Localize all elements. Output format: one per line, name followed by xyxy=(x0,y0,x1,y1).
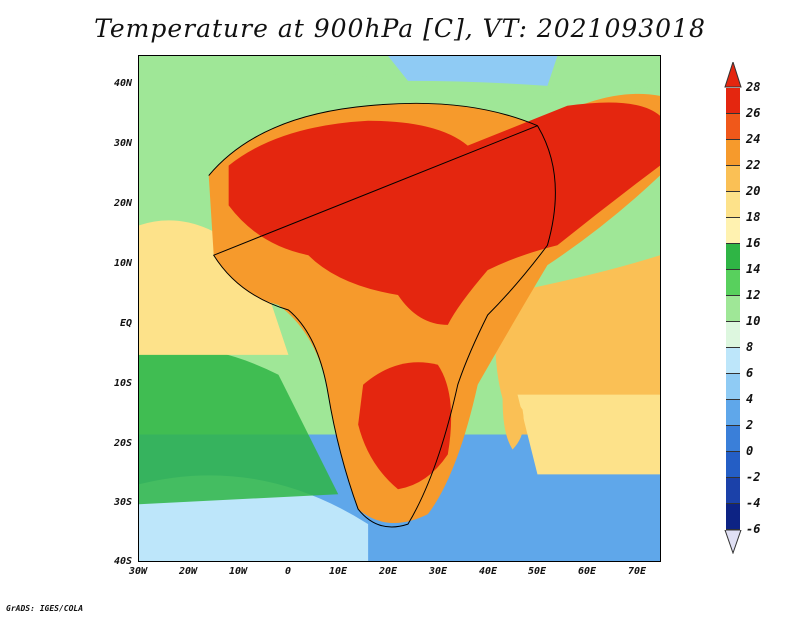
y-tick-label: 40S xyxy=(113,556,132,567)
colorbar-swatch xyxy=(726,322,740,348)
colorbar-label: 6 xyxy=(746,366,754,380)
southern-africa-hot-core xyxy=(358,362,452,490)
colorbar-label: 28 xyxy=(746,80,761,94)
x-tick-label: 10W xyxy=(228,566,248,577)
colorbar-label: 16 xyxy=(746,236,761,250)
temperature-field xyxy=(139,56,660,561)
colorbar-swatch xyxy=(726,114,740,140)
colorbar-label: 18 xyxy=(746,210,761,224)
colorbar-label: 20 xyxy=(746,184,761,198)
colorbar-label: 26 xyxy=(746,106,761,120)
colorbar-label: 0 xyxy=(746,444,754,458)
y-tick-label: 20N xyxy=(113,198,132,209)
y-tick-label: 10N xyxy=(113,258,132,269)
x-tick-label: 20E xyxy=(378,566,398,577)
colorbar-label: 2 xyxy=(746,418,754,432)
colorbar-label: 12 xyxy=(746,288,761,302)
x-tick-label: 10E xyxy=(328,566,348,577)
y-tick-label: 40N xyxy=(113,78,132,89)
atlantic-mid-band xyxy=(139,348,339,505)
y-tick-label: 10S xyxy=(113,378,132,389)
indian-ocean-warm xyxy=(495,255,660,435)
colorbar xyxy=(726,88,740,530)
x-tick-label: 40E xyxy=(478,566,498,577)
map-title: Temperature at 900hPa [C], VT: 202109301… xyxy=(94,14,706,43)
y-tick-label: EQ xyxy=(119,318,132,329)
colorbar-swatch xyxy=(726,348,740,374)
europe-cool xyxy=(388,56,558,86)
colorbar-swatch xyxy=(726,166,740,192)
colorbar-label: -4 xyxy=(746,496,761,510)
colorbar-label: 22 xyxy=(746,158,761,172)
atlantic-warm-band xyxy=(139,220,289,355)
colorbar-swatch xyxy=(726,192,740,218)
colorbar-label: 10 xyxy=(746,314,761,328)
colorbar-bottom-arrow xyxy=(724,530,742,554)
colorbar-swatch xyxy=(726,374,740,400)
sahara-hot-core xyxy=(228,102,660,325)
colorbar-swatch xyxy=(726,296,740,322)
indian-ocean-mid xyxy=(517,394,660,475)
x-tick-label: 20W xyxy=(178,566,198,577)
y-tick-label: 20S xyxy=(113,438,132,449)
colorbar-label: 24 xyxy=(746,132,761,146)
colorbar-top-arrow xyxy=(724,62,742,88)
colorbar-label: 4 xyxy=(746,392,754,406)
temperature-map xyxy=(138,55,661,562)
colorbar-swatch xyxy=(726,218,740,244)
x-tick-label: 30E xyxy=(428,566,448,577)
colorbar-label: -2 xyxy=(746,470,761,484)
footer-credit: GrADS: IGES/COLA xyxy=(6,604,84,613)
colorbar-swatch xyxy=(726,270,740,296)
y-tick-label: 30S xyxy=(113,497,132,508)
x-tick-label: 70E xyxy=(627,566,647,577)
madagascar xyxy=(502,398,524,450)
colorbar-label: 8 xyxy=(746,340,754,354)
colorbar-label: -6 xyxy=(746,522,761,536)
x-tick-label: 30W xyxy=(128,566,148,577)
colorbar-swatch xyxy=(726,88,740,114)
colorbar-label: 14 xyxy=(746,262,761,276)
x-tick-label: 60E xyxy=(577,566,597,577)
x-tick-label: 50E xyxy=(527,566,547,577)
colorbar-swatch xyxy=(726,504,740,530)
colorbar-swatch xyxy=(726,140,740,166)
colorbar-swatch xyxy=(726,400,740,426)
y-tick-label: 30N xyxy=(113,138,132,149)
x-tick-label: 0 xyxy=(284,566,292,577)
colorbar-swatch xyxy=(726,244,740,270)
colorbar-swatch xyxy=(726,452,740,478)
colorbar-swatch xyxy=(726,478,740,504)
colorbar-swatch xyxy=(726,426,740,452)
coastline xyxy=(208,102,556,528)
